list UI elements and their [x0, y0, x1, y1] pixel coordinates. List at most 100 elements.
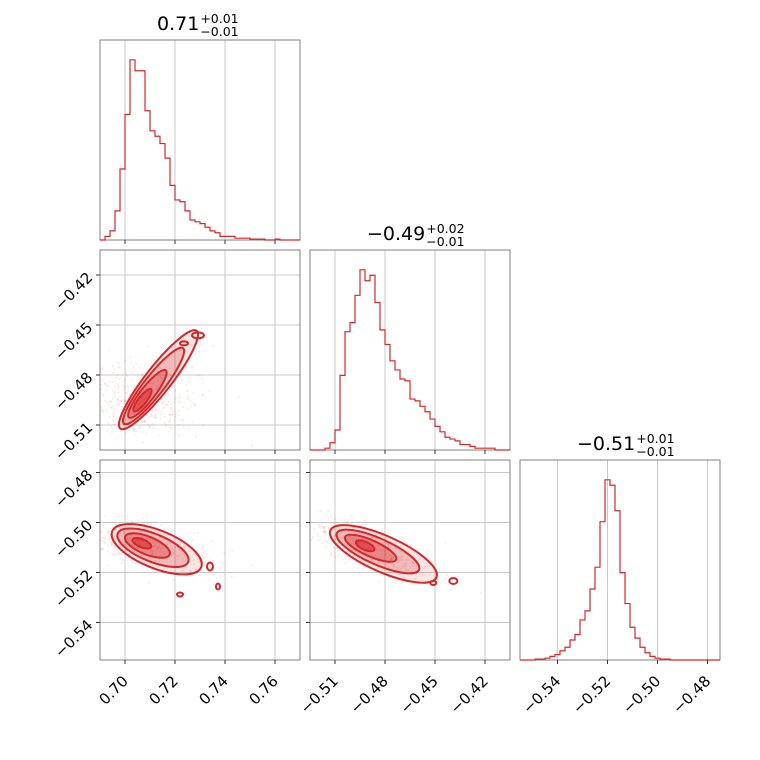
- sample-point: [326, 540, 330, 543]
- sample-point: [130, 362, 134, 365]
- sample-point: [376, 551, 379, 555]
- sample-point: [321, 530, 325, 534]
- sample-point: [333, 534, 336, 537]
- sample-point: [191, 364, 194, 367]
- sample-point: [231, 549, 234, 552]
- sample-point: [160, 548, 163, 551]
- sample-point: [222, 551, 225, 554]
- sample-point: [103, 526, 106, 529]
- contour-line: [110, 523, 203, 576]
- sample-point: [115, 437, 118, 440]
- sample-point: [106, 421, 110, 425]
- sample-point: [218, 568, 222, 571]
- sample-point: [130, 520, 134, 523]
- sample-point: [143, 419, 146, 422]
- sample-point: [346, 536, 349, 539]
- sample-point: [172, 579, 175, 582]
- contour-line: [116, 527, 190, 569]
- sample-point: [353, 539, 356, 543]
- sample-point: [198, 374, 201, 377]
- sample-point: [177, 554, 180, 557]
- sample-point: [324, 530, 328, 533]
- sample-point: [118, 395, 121, 399]
- sample-point: [189, 570, 192, 573]
- sample-point: [353, 535, 356, 538]
- sample-point: [157, 558, 160, 561]
- sample-point: [396, 566, 399, 570]
- sample-point: [124, 391, 127, 395]
- sample-point: [111, 389, 114, 393]
- sample-point: [118, 377, 121, 381]
- sample-point: [128, 553, 131, 556]
- sample-point: [404, 562, 407, 565]
- x-tick-label: −0.45: [397, 672, 442, 717]
- contour-line: [354, 539, 376, 553]
- sample-point: [124, 544, 128, 547]
- sample-point: [141, 517, 144, 520]
- sample-point: [372, 536, 375, 540]
- sample-point: [147, 345, 150, 348]
- sample-point: [428, 573, 431, 576]
- x-tick-label: 0.70: [95, 672, 131, 708]
- sample-point: [383, 558, 386, 561]
- sample-point: [177, 424, 180, 427]
- sample-point: [171, 407, 174, 411]
- sample-point: [123, 549, 126, 552]
- sample-point: [152, 551, 155, 554]
- sample-point: [130, 412, 133, 415]
- sample-point: [323, 527, 326, 530]
- sample-point: [118, 363, 121, 366]
- sample-point: [189, 405, 193, 408]
- sample-point: [338, 531, 341, 534]
- sample-point: [151, 529, 155, 532]
- sample-point: [384, 553, 388, 556]
- sample-point: [125, 530, 128, 533]
- sample-point: [186, 395, 190, 398]
- sample-point: [114, 376, 118, 380]
- sample-point: [130, 412, 133, 415]
- sample-point: [100, 547, 104, 551]
- sample-point: [158, 554, 162, 557]
- sample-point: [385, 554, 388, 557]
- sample-point: [120, 400, 123, 403]
- sample-point: [108, 403, 111, 407]
- sample-point: [390, 557, 393, 560]
- sample-point: [391, 554, 394, 557]
- sample-point: [363, 519, 366, 523]
- sample-point: [113, 368, 116, 371]
- sample-point: [150, 522, 153, 525]
- sample-point: [323, 534, 326, 537]
- sample-point: [148, 416, 151, 419]
- sample-point: [100, 406, 103, 409]
- sample-point: [154, 416, 157, 420]
- sample-point: [407, 558, 410, 562]
- param-title-1: −0.49: [367, 223, 425, 245]
- sample-point: [183, 546, 187, 549]
- sample-point: [347, 538, 350, 541]
- contour-island: [176, 591, 184, 598]
- sample-point: [125, 374, 129, 377]
- sample-point: [123, 425, 126, 428]
- sample-point: [150, 414, 153, 417]
- sample-point: [111, 405, 114, 408]
- sample-point: [141, 374, 144, 378]
- sample-point: [110, 543, 113, 546]
- sample-point: [327, 509, 330, 513]
- sample-point: [424, 565, 427, 568]
- sample-point: [161, 551, 164, 554]
- sample-point: [319, 524, 322, 528]
- sample-point: [157, 545, 160, 548]
- sample-point: [116, 361, 120, 364]
- x-tick-label: 0.72: [145, 672, 181, 708]
- sample-point: [382, 548, 385, 552]
- sample-point: [369, 540, 372, 544]
- sample-point: [149, 556, 152, 560]
- sample-point: [154, 408, 157, 411]
- sample-point: [152, 410, 155, 413]
- contours: [110, 523, 203, 576]
- sample-point: [151, 569, 154, 572]
- sample-point: [145, 386, 148, 390]
- sample-point: [233, 576, 236, 579]
- sample-point: [128, 539, 131, 542]
- sample-point: [320, 509, 323, 513]
